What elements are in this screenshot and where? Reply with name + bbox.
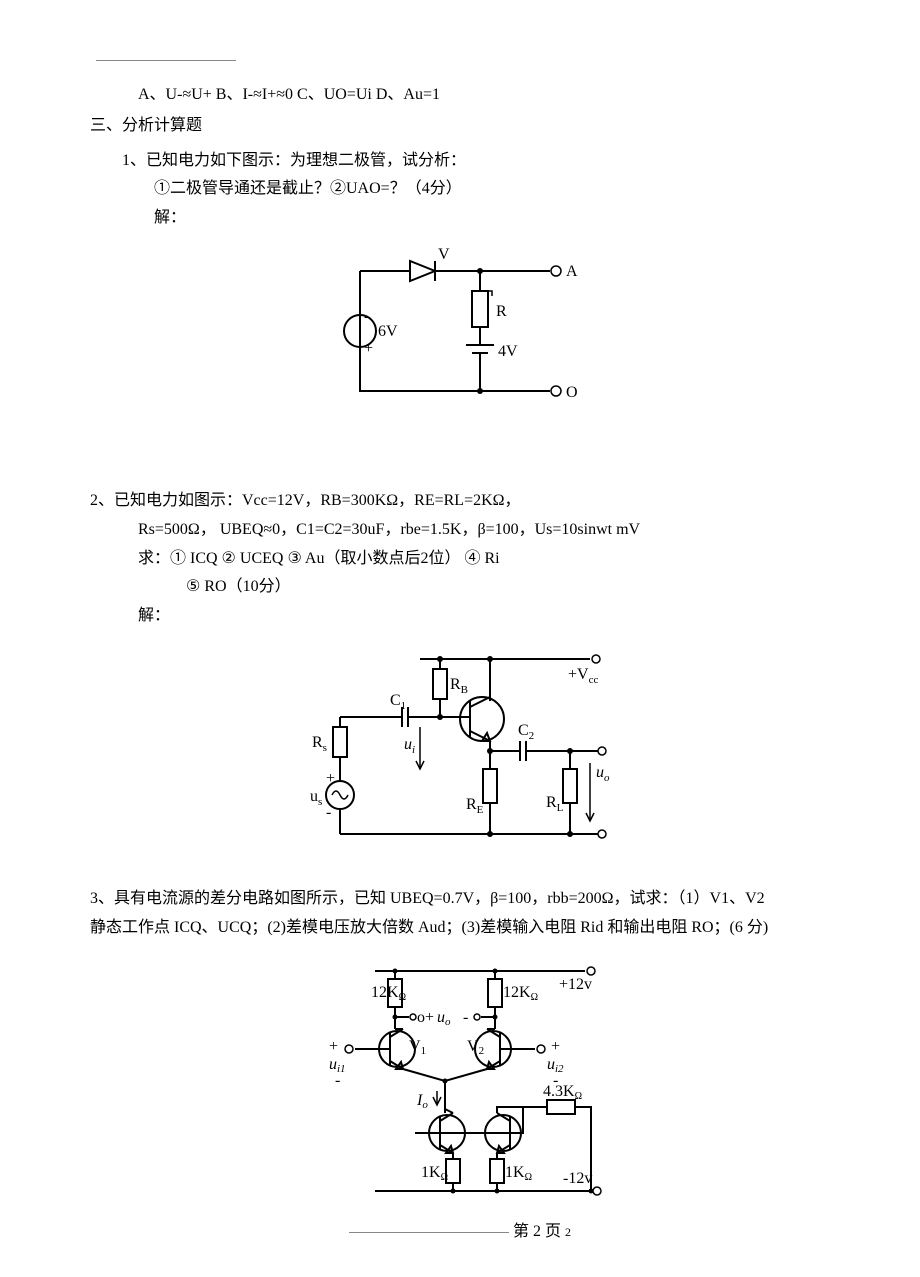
lbl-Ios: o xyxy=(422,1099,428,1111)
lbl-r43k: 4.3K xyxy=(543,1083,575,1100)
lbl-usplus: + xyxy=(326,770,335,787)
svg-text:Io: Io xyxy=(416,1092,428,1111)
lbl-ui1: u xyxy=(329,1056,337,1073)
figure-3-diff-pair: +12v 12KΩ 12KΩ o+ uo - V1 V2 + ui1 - + u… xyxy=(295,951,625,1211)
lbl-uis: i xyxy=(412,744,415,756)
svg-text:RL: RL xyxy=(546,794,564,814)
lbl-C1: C xyxy=(390,692,401,709)
lbl-C2: C xyxy=(518,722,529,739)
svg-text:12KΩ: 12KΩ xyxy=(503,984,538,1003)
lbl-usminus: - xyxy=(326,804,331,821)
svg-text:C2: C2 xyxy=(518,722,534,742)
lbl-ui: u xyxy=(404,736,412,753)
question-2: 2、已知电力如图示：Vcc=12V，RB=300KΩ，RE=RL=2KΩ， Rs… xyxy=(90,487,830,631)
q3-stem: 3、具有电流源的差分电路如图所示，已知 UBEQ=0.7V，β=100，rbb=… xyxy=(90,885,830,914)
svg-text:1KΩ: 1KΩ xyxy=(505,1164,532,1183)
footer-text: 第 2 页 xyxy=(513,1223,561,1240)
lbl-Rs: R xyxy=(312,734,323,751)
lbl-uominus: - xyxy=(463,1009,468,1026)
lbl-Rss: s xyxy=(323,742,327,754)
lbl-uss: s xyxy=(318,796,322,808)
lbl-ui2plus: + xyxy=(551,1038,560,1055)
q1-sub: ①二极管导通还是截止？②UAO=？（4分） xyxy=(90,175,830,204)
label-6V: 6V xyxy=(378,323,398,340)
lbl-uo3: u xyxy=(437,1009,445,1026)
lbl-us: u xyxy=(310,788,318,805)
svg-text:uo: uo xyxy=(596,764,610,784)
svg-text:uo: uo xyxy=(437,1009,451,1028)
lbl-V1s: 1 xyxy=(421,1045,427,1057)
svg-text:1KΩ: 1KΩ xyxy=(421,1164,448,1183)
lbl-uo: u xyxy=(596,764,604,781)
svg-text:Rs: Rs xyxy=(312,734,327,754)
lbl-uoplus: o+ xyxy=(417,1009,434,1026)
lbl-n12v: -12v xyxy=(563,1170,592,1187)
lbl-r1k: 1K xyxy=(421,1164,441,1181)
svg-text:us: us xyxy=(310,788,322,808)
lbl-V2s: 2 xyxy=(479,1045,485,1057)
lbl-RB: R xyxy=(450,676,461,693)
figure-1-diode-circuit: V A R 4V O - + 6V xyxy=(320,241,600,421)
figure-2-ce-amplifier: +Vcc RB C1 Rs us + - ui RE C2 RL xyxy=(290,639,630,859)
page-footer: 第 2 页 2 xyxy=(0,1217,920,1241)
lbl-r12k: 12K xyxy=(371,984,399,1001)
lbl-uo3s: o xyxy=(445,1016,451,1028)
label-4V: 4V xyxy=(498,343,518,360)
lbl-RBs: B xyxy=(461,684,468,696)
q2-line2: Rs=500Ω， UBEQ≈0，C1=C2=30uF，rbe=1.5K，β=10… xyxy=(90,516,830,545)
label-O: O xyxy=(566,384,578,401)
svg-text:12KΩ: 12KΩ xyxy=(371,984,406,1003)
q3-line2: 静态工作点 ICQ、UCQ；(2)差模电压放大倍数 Aud；(3)差模输入电阻 … xyxy=(90,914,830,943)
lbl-r1k2s: Ω xyxy=(525,1172,532,1183)
lbl-r12ks: Ω xyxy=(399,992,406,1003)
q2-stem: 2、已知电力如图示：Vcc=12V，RB=300KΩ，RE=RL=2KΩ， xyxy=(90,487,830,516)
q2-line4: ⑤ RO（10分） xyxy=(90,573,830,602)
lbl-ui2: u xyxy=(547,1056,555,1073)
question-1: 1、已知电力如下图示：为理想二极管，试分析： ①二极管导通还是截止？②UAO=？… xyxy=(90,147,830,233)
q1-solve: 解： xyxy=(90,204,830,233)
lbl-Vcc: +V xyxy=(568,666,589,683)
question-3: 3、具有电流源的差分电路如图所示，已知 UBEQ=0.7V，β=100，rbb=… xyxy=(90,885,830,943)
lbl-ui1plus: + xyxy=(329,1038,338,1055)
label-minus1: - xyxy=(364,308,369,325)
options-line: A、U-≈U+ B、I-≈I+≈0 C、UO=Ui D、Au=1 xyxy=(90,81,830,110)
lbl-p12v: +12v xyxy=(559,976,592,993)
svg-text:4.3KΩ: 4.3KΩ xyxy=(543,1083,582,1102)
label-plus1: + xyxy=(364,340,373,357)
svg-text:V2: V2 xyxy=(467,1038,484,1057)
svg-text:RE: RE xyxy=(466,796,484,816)
lbl-r12k2: 12K xyxy=(503,984,531,1001)
label-V: V xyxy=(438,246,450,263)
lbl-V1: V xyxy=(409,1038,421,1055)
svg-text:V1: V1 xyxy=(409,1038,426,1057)
lbl-uos: o xyxy=(604,772,610,784)
lbl-RE: R xyxy=(466,796,477,813)
lbl-RL: R xyxy=(546,794,557,811)
footer-num: 2 xyxy=(565,1225,571,1239)
lbl-Vccs: cc xyxy=(589,674,599,686)
lbl-V2: V xyxy=(467,1038,479,1055)
svg-text:ui: ui xyxy=(404,736,415,756)
svg-text:+Vcc: +Vcc xyxy=(568,666,598,686)
lbl-C1s: 1 xyxy=(401,700,407,712)
top-rule xyxy=(96,60,236,61)
q1-stem: 1、已知电力如下图示：为理想二极管，试分析： xyxy=(90,147,830,176)
label-A: A xyxy=(566,263,578,280)
lbl-REs: E xyxy=(477,804,484,816)
lbl-r1k2: 1K xyxy=(505,1164,525,1181)
label-R: R xyxy=(496,303,507,320)
lbl-r12k2s: Ω xyxy=(531,992,538,1003)
svg-text:C1: C1 xyxy=(390,692,406,712)
lbl-r1ks: Ω xyxy=(441,1172,448,1183)
lbl-ui1minus: - xyxy=(335,1072,340,1089)
svg-text:RB: RB xyxy=(450,676,468,696)
section-3-title: 三、分析计算题 xyxy=(90,112,830,141)
q2-solve: 解： xyxy=(90,602,830,631)
lbl-RLs: L xyxy=(557,802,564,814)
lbl-C2s: 2 xyxy=(529,730,535,742)
q2-line3: 求：① ICQ ② UCEQ ③ Au（取小数点后2位） ④ Ri xyxy=(90,545,830,574)
